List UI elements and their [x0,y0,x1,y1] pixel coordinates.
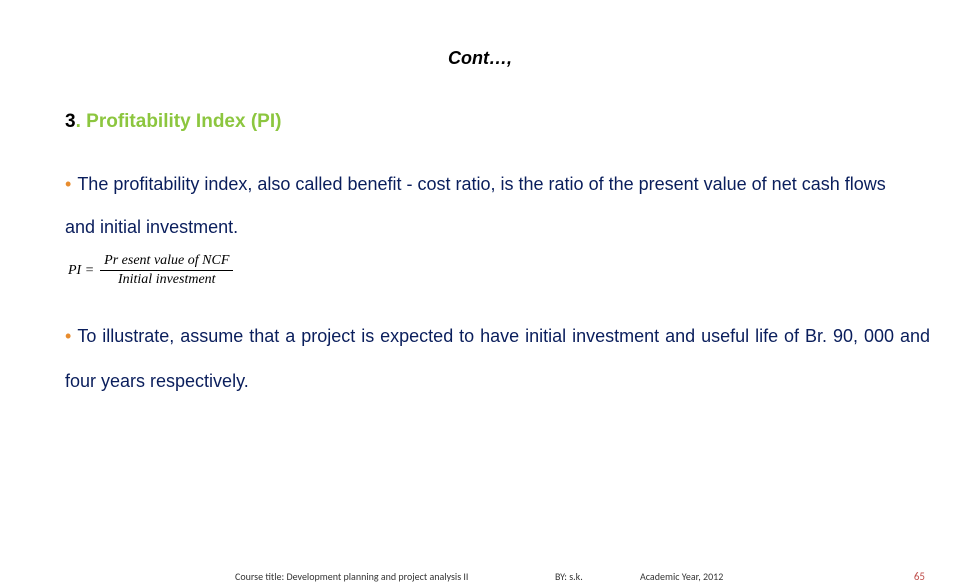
formula: PI = Pr esent value of NCF Initial inves… [68,253,960,288]
bullet-dot-icon: • [65,174,71,194]
footer-course: Course title: Development planning and p… [235,570,468,583]
bullet-1-text: The profitability index, also called ben… [65,174,886,237]
formula-denominator: Initial investment [100,271,233,288]
formula-label: PI = [68,263,94,279]
footer-year: Academic Year, 2012 [640,570,723,583]
bullet-1: •The profitability index, also called be… [65,163,920,249]
bullet-dot-icon: • [65,326,71,346]
section-header: 3. Profitability Index (PI) [65,111,960,133]
section-title: Profitability Index (PI) [86,111,281,132]
formula-fraction: Pr esent value of NCF Initial investment [100,253,233,288]
section-number: 3 [65,111,76,132]
bullet-2-text: To illustrate, assume that a project is … [65,326,930,391]
section-dot: . [76,111,87,132]
bullet-2: •To illustrate, assume that a project is… [65,314,930,404]
footer-by: BY: s.k. [555,570,583,583]
formula-numerator: Pr esent value of NCF [100,253,233,271]
footer-page-number: 65 [914,570,925,583]
slide-title: Cont…, [0,48,960,69]
